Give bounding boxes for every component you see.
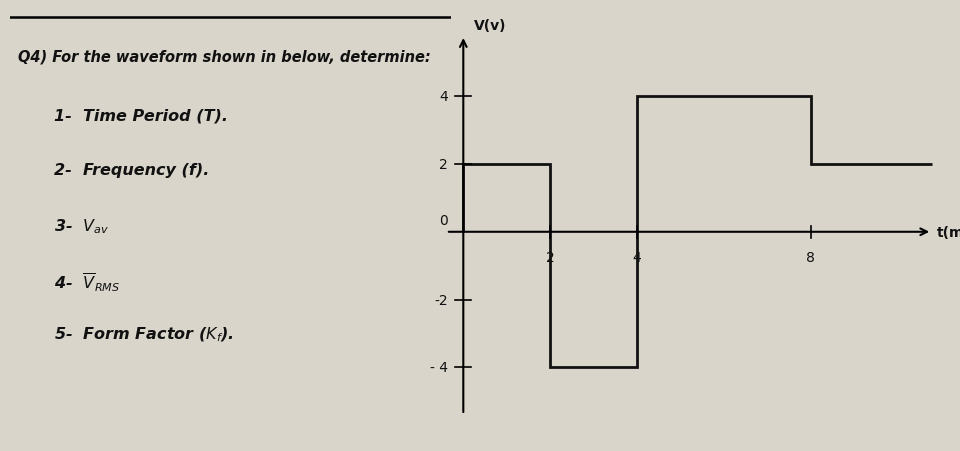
Text: 8: 8 <box>806 251 815 265</box>
Text: 2: 2 <box>440 158 448 171</box>
Text: 2: 2 <box>545 251 555 265</box>
Text: 1-  Time Period (T).: 1- Time Period (T). <box>54 108 228 123</box>
Text: - 4: - 4 <box>430 361 448 374</box>
Text: 2-  Frequency (f).: 2- Frequency (f). <box>54 162 209 177</box>
Text: 5-  Form Factor ($K_f$).: 5- Form Factor ($K_f$). <box>54 325 233 343</box>
Text: 0: 0 <box>440 213 448 227</box>
Text: -2: -2 <box>435 293 448 307</box>
Text: V(v): V(v) <box>474 19 507 33</box>
Text: t(ms): t(ms) <box>936 226 960 239</box>
Text: 4-  $\overline{V}_{RMS}$: 4- $\overline{V}_{RMS}$ <box>54 271 120 293</box>
Text: 4: 4 <box>633 251 641 265</box>
Text: Q4) For the waveform shown in below, determine:: Q4) For the waveform shown in below, det… <box>18 50 431 64</box>
Text: 3-  $V_{av}$: 3- $V_{av}$ <box>54 216 109 235</box>
Text: 4: 4 <box>440 90 448 104</box>
